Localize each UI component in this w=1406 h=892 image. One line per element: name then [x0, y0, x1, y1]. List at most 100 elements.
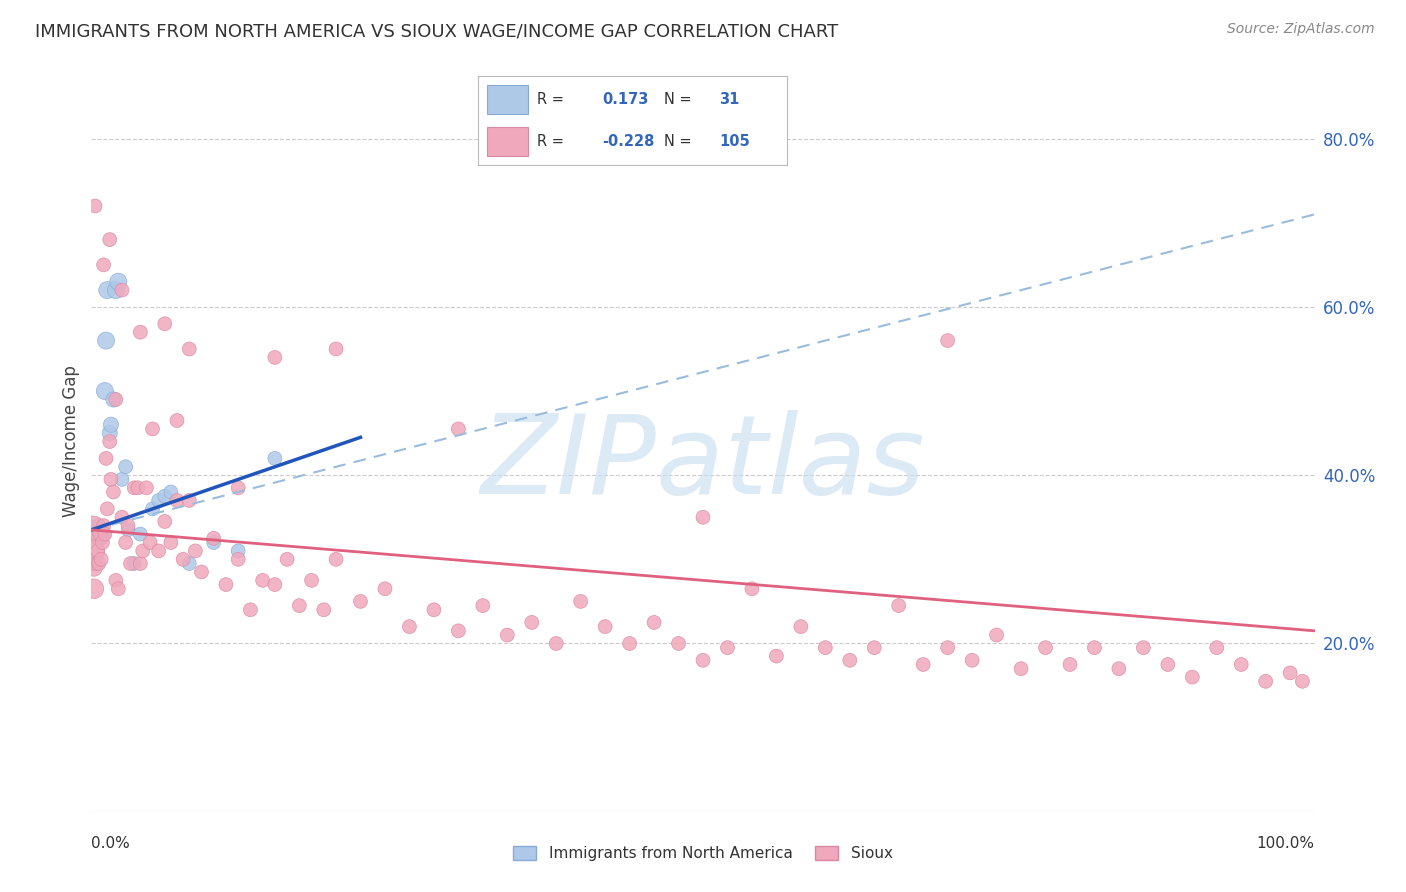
Point: [986, 628, 1008, 642]
Point: [1083, 640, 1105, 655]
Point: [153, 317, 176, 331]
Point: [141, 501, 163, 516]
Legend: Immigrants from North America, Sioux: Immigrants from North America, Sioux: [508, 839, 898, 867]
Point: [1291, 674, 1313, 689]
Point: [226, 552, 249, 566]
Point: [520, 615, 543, 630]
Point: [103, 392, 125, 407]
Point: [89, 527, 111, 541]
Point: [643, 615, 665, 630]
Point: [148, 544, 170, 558]
Point: [741, 582, 763, 596]
Point: [398, 619, 420, 633]
Point: [325, 552, 347, 566]
Point: [117, 523, 139, 537]
Point: [447, 624, 470, 638]
Point: [122, 557, 145, 571]
Point: [447, 422, 470, 436]
Text: Source: ZipAtlas.com: Source: ZipAtlas.com: [1227, 22, 1375, 37]
Point: [202, 531, 225, 545]
Point: [98, 233, 121, 247]
Point: [91, 527, 114, 541]
Point: [668, 636, 690, 650]
Point: [98, 426, 121, 441]
Point: [226, 544, 249, 558]
Point: [312, 603, 335, 617]
Bar: [488, 127, 527, 156]
Y-axis label: Wage/Income Gap: Wage/Income Gap: [62, 366, 80, 517]
Point: [129, 527, 152, 541]
Point: [91, 535, 114, 549]
Point: [301, 574, 323, 588]
Point: [89, 527, 111, 541]
Point: [83, 527, 105, 541]
Point: [239, 603, 262, 617]
Text: R =: R =: [537, 135, 564, 149]
Point: [1230, 657, 1253, 672]
Point: [226, 481, 249, 495]
Point: [166, 493, 188, 508]
Point: [179, 557, 201, 571]
Point: [593, 619, 616, 633]
Point: [546, 636, 568, 650]
Point: [936, 334, 959, 348]
Point: [84, 527, 107, 541]
Point: [83, 560, 105, 574]
Point: [94, 527, 117, 541]
Point: [93, 527, 115, 541]
Point: [104, 392, 127, 407]
Point: [160, 485, 183, 500]
Point: [1035, 640, 1057, 655]
Point: [86, 523, 108, 537]
Point: [153, 515, 176, 529]
Point: [863, 640, 886, 655]
Point: [349, 594, 371, 608]
Point: [82, 523, 104, 537]
Bar: [488, 85, 527, 114]
Point: [1132, 640, 1154, 655]
Point: [619, 636, 641, 650]
Point: [122, 481, 145, 495]
Point: [107, 582, 129, 596]
Point: [84, 199, 107, 213]
Text: 31: 31: [720, 93, 740, 107]
Point: [94, 334, 117, 348]
Point: [936, 640, 959, 655]
Point: [148, 493, 170, 508]
Point: [1059, 657, 1081, 672]
Point: [215, 577, 238, 591]
Point: [160, 535, 183, 549]
Point: [1205, 640, 1227, 655]
Point: [127, 481, 149, 495]
Point: [838, 653, 860, 667]
Point: [166, 413, 188, 427]
Point: [1181, 670, 1204, 684]
Point: [179, 493, 201, 508]
Point: [129, 557, 152, 571]
Point: [139, 535, 162, 549]
Point: [264, 577, 287, 591]
Point: [120, 557, 142, 571]
Point: [184, 544, 207, 558]
Text: R =: R =: [537, 93, 564, 107]
Point: [87, 518, 110, 533]
Point: [190, 565, 212, 579]
Point: [1010, 662, 1032, 676]
Point: [93, 518, 115, 533]
Point: [82, 544, 104, 558]
Point: [202, 535, 225, 549]
Point: [87, 557, 110, 571]
Point: [117, 518, 139, 533]
Point: [111, 283, 134, 297]
Point: [790, 619, 813, 633]
Point: [84, 527, 107, 541]
Point: [103, 485, 125, 500]
Point: [912, 657, 935, 672]
Point: [172, 552, 194, 566]
Point: [765, 649, 787, 664]
Point: [1157, 657, 1180, 672]
Point: [83, 582, 105, 596]
Point: [325, 342, 347, 356]
Point: [264, 451, 287, 466]
Point: [471, 599, 494, 613]
